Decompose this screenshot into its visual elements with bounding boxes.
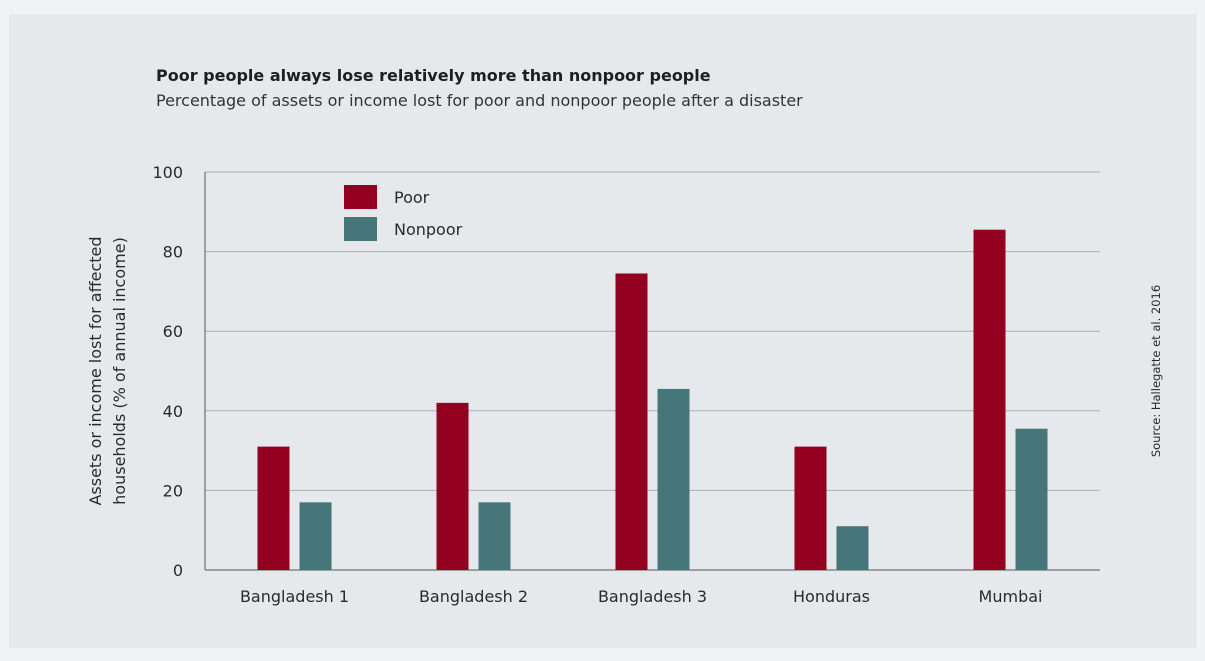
bar-poor-mumbai	[973, 229, 1006, 570]
bar-nonpoor-bangladesh-2	[478, 502, 511, 570]
chart-title: Poor people always lose relatively more …	[156, 66, 711, 85]
y-tick-label: 80	[163, 243, 183, 262]
y-axis-title-line2: households (% of annual income)	[110, 237, 129, 505]
bar-poor-bangladesh-3	[615, 273, 648, 570]
y-tick-label: 20	[163, 481, 183, 500]
bar-poor-honduras	[794, 446, 827, 570]
y-axis-title-line1: Assets or income lost for affected	[86, 236, 105, 505]
bar-nonpoor-honduras	[836, 526, 869, 570]
legend-swatch-poor	[344, 185, 377, 209]
bar-poor-bangladesh-1	[257, 446, 290, 570]
legend: Poor Nonpoor	[344, 185, 463, 241]
y-tick-label: 100	[152, 163, 183, 182]
x-tick-label: Bangladesh 2	[419, 587, 528, 606]
x-tick-label: Mumbai	[979, 587, 1043, 606]
y-tick-label: 60	[163, 322, 183, 341]
source-note: Source: Hallegatte et al. 2016	[1149, 285, 1163, 457]
bar-nonpoor-bangladesh-3	[657, 388, 690, 570]
bars	[257, 229, 1048, 570]
legend-label-nonpoor: Nonpoor	[394, 220, 463, 239]
legend-swatch-nonpoor	[344, 217, 377, 241]
legend-label-poor: Poor	[394, 188, 430, 207]
y-tick-label: 40	[163, 402, 183, 421]
x-tick-label: Bangladesh 1	[240, 587, 349, 606]
gridlines	[204, 171, 1100, 571]
x-tick-labels: Bangladesh 1 Bangladesh 2 Bangladesh 3 Hond…	[240, 587, 1043, 606]
bar-nonpoor-mumbai	[1015, 428, 1048, 570]
y-tick-labels: 0 20 40 60 80 100	[152, 163, 183, 580]
x-tick-label: Honduras	[793, 587, 870, 606]
x-tick-label: Bangladesh 3	[598, 587, 707, 606]
bar-nonpoor-bangladesh-1	[299, 502, 332, 570]
bar-poor-bangladesh-2	[436, 402, 469, 570]
chart-subtitle: Percentage of assets or income lost for …	[156, 91, 803, 110]
y-tick-label: 0	[173, 561, 183, 580]
